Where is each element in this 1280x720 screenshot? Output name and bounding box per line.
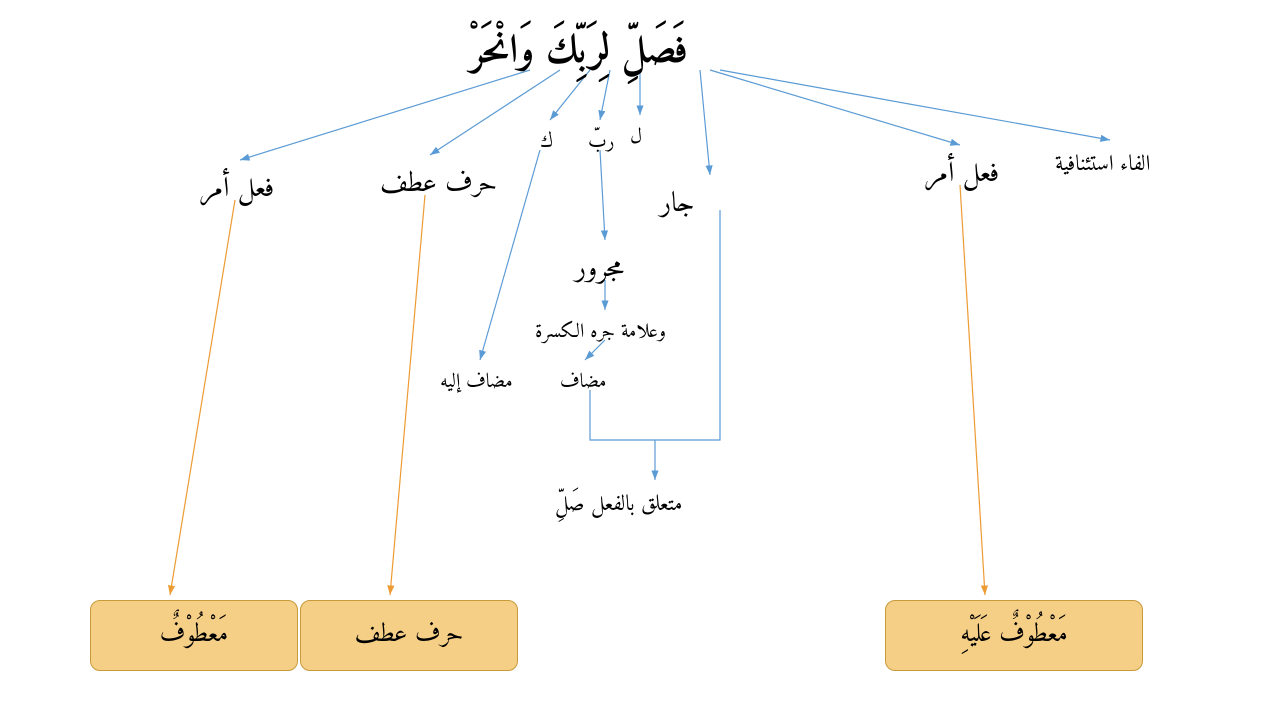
label-mudaf-ilayh: مضاف إليه [440,365,513,400]
label-majroor: مجرور [575,245,624,294]
label-fil-amr-2: فعل أمر [200,165,274,214]
label-mudaf: مضاف [560,365,606,400]
label-kaf: ك [540,125,553,160]
label-rabb: ربّ [588,125,615,160]
box-matuf: مَعْطُوْفٌ [90,600,298,671]
box-harf-atf: حرف عطف [300,600,518,671]
label-fa-istinafiya: الفاء استئنافية [1055,145,1150,184]
label-mutaalliq: متعلق بالفعل صَلِّ [555,485,682,524]
verse-title: فَصَلِّ لِرَبِّكَ وَانْحَرْ [470,18,688,88]
label-jarr: جار [660,180,695,229]
box-matuf-alayh: مَعْطُوْفٌ عَلَيْهِ [885,600,1143,671]
label-harf-atf: حرف عطف [380,160,497,209]
label-alamat-jarr: وعلامة جره الكسرة [535,315,666,350]
label-fil-amr-1: فعل أمر [925,150,999,199]
label-lam: ل [630,120,642,155]
